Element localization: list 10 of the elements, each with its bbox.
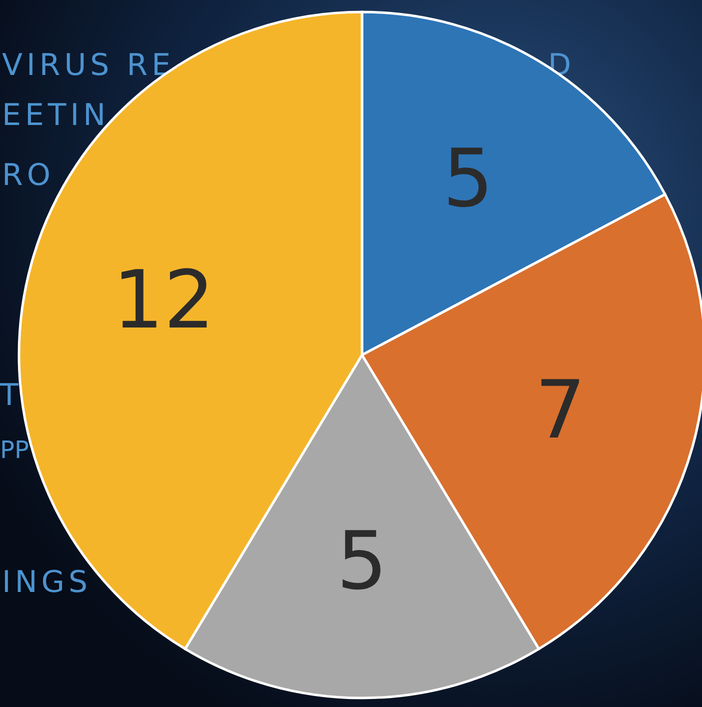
data-label: 12 [112, 253, 215, 346]
text: RO [2, 158, 54, 193]
data-label: 7 [534, 364, 586, 457]
text: EETIN [2, 98, 110, 133]
text: VIRUS RE [2, 48, 175, 83]
text: INGS [2, 565, 92, 600]
data-label: 5 [336, 514, 388, 608]
text: T [0, 378, 22, 413]
data-label: 5 [442, 132, 494, 226]
text: PP [0, 436, 29, 464]
